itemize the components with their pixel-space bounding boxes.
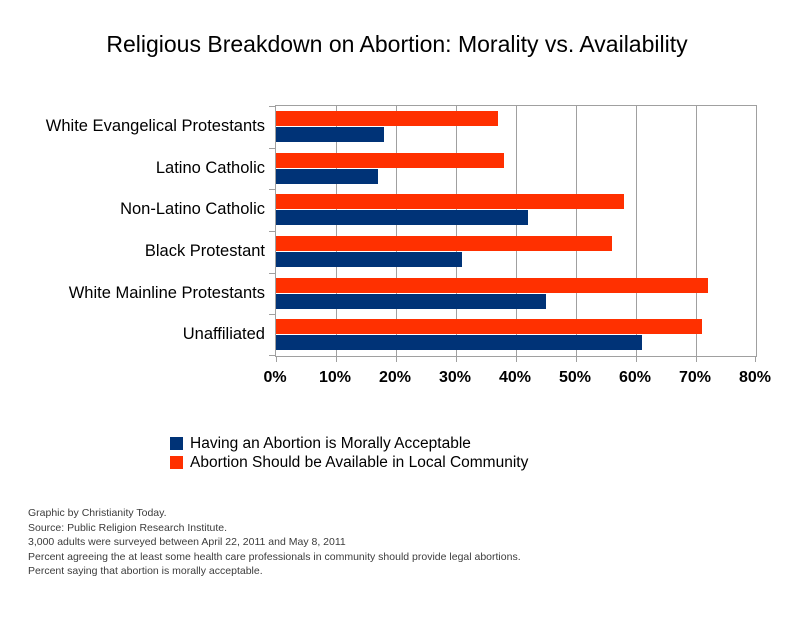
- legend-label: Abortion Should be Available in Local Co…: [190, 453, 529, 471]
- y-axis-tick: [269, 148, 276, 149]
- bar-morally-acceptable: [276, 127, 384, 142]
- x-axis-tick: [696, 357, 697, 362]
- legend-item: Abortion Should be Available in Local Co…: [170, 453, 528, 472]
- bar-availability: [276, 111, 498, 126]
- gridline: [395, 106, 397, 356]
- bar-morally-acceptable: [276, 252, 462, 267]
- plot-area: [269, 105, 757, 362]
- bar-availability: [276, 194, 624, 210]
- x-axis-tick: [276, 357, 277, 362]
- bar-morally-acceptable: [276, 210, 528, 226]
- y-axis-tick: [269, 106, 276, 107]
- category-label: Non-Latino Catholic: [120, 200, 265, 219]
- y-axis-tick: [269, 355, 276, 356]
- chart-title: Religious Breakdown on Abortion: Moralit…: [106, 31, 688, 57]
- bar-morally-acceptable: [276, 335, 642, 351]
- bar-availability: [276, 319, 702, 335]
- legend-item: Having an Abortion is Morally Acceptable: [170, 434, 528, 453]
- category-label: Black Protestant: [144, 241, 265, 260]
- x-axis-label: 40%: [498, 369, 532, 386]
- bar-morally-acceptable: [276, 293, 546, 309]
- bar-availability: [276, 236, 612, 251]
- x-axis-tick: [336, 357, 337, 362]
- gridline: [575, 106, 577, 356]
- bar-availability: [276, 152, 504, 168]
- x-axis-tick: [516, 357, 517, 362]
- x-axis-tick: [576, 357, 577, 362]
- x-axis-label: 50%: [558, 369, 592, 386]
- y-axis-tick: [269, 231, 276, 232]
- x-axis-label: 60%: [618, 369, 652, 386]
- y-axis-tick: [269, 273, 276, 274]
- legend-swatch: [170, 456, 183, 469]
- x-axis-tick: [636, 357, 637, 362]
- footnote-line: Percent saying that abortion is morally …: [28, 565, 263, 577]
- x-axis-label: 0%: [263, 369, 287, 386]
- gridline: [455, 106, 457, 356]
- x-axis-label: 70%: [678, 369, 712, 386]
- legend-label: Having an Abortion is Morally Acceptable: [190, 434, 471, 452]
- category-label: White Evangelical Protestants: [45, 116, 265, 135]
- y-axis-tick: [269, 314, 276, 315]
- legend-swatch: [170, 437, 183, 450]
- category-label: Unaffiliated: [182, 325, 265, 344]
- y-axis-tick: [269, 189, 276, 190]
- x-axis-label: 80%: [738, 369, 772, 386]
- gridline: [515, 106, 517, 356]
- x-axis-label: 30%: [438, 369, 472, 386]
- category-label: Latino Catholic: [155, 158, 265, 177]
- footnote-line: Graphic by Christianity Today.: [28, 507, 167, 519]
- category-label: White Mainline Protestants: [68, 283, 265, 302]
- x-axis-tick: [456, 357, 457, 362]
- legend: Having an Abortion is Morally Acceptable…: [170, 434, 528, 472]
- x-axis-label: 10%: [318, 369, 352, 386]
- gridline: [695, 106, 697, 356]
- footnote-line: 3,000 adults were surveyed between April…: [28, 536, 346, 548]
- x-axis-label: 20%: [378, 369, 412, 386]
- x-axis-tick: [755, 357, 756, 362]
- footnote-line: Source: Public Religion Research Institu…: [28, 521, 228, 534]
- footnote-line: Percent agreeing the at least some healt…: [28, 550, 521, 563]
- footnotes: Graphic by Christianity Today. Source: Pu…: [28, 506, 521, 579]
- bar-availability: [276, 277, 708, 293]
- bar-morally-acceptable: [276, 168, 378, 184]
- gridline: [635, 106, 637, 356]
- gridline: [335, 106, 337, 356]
- x-axis-tick: [396, 357, 397, 362]
